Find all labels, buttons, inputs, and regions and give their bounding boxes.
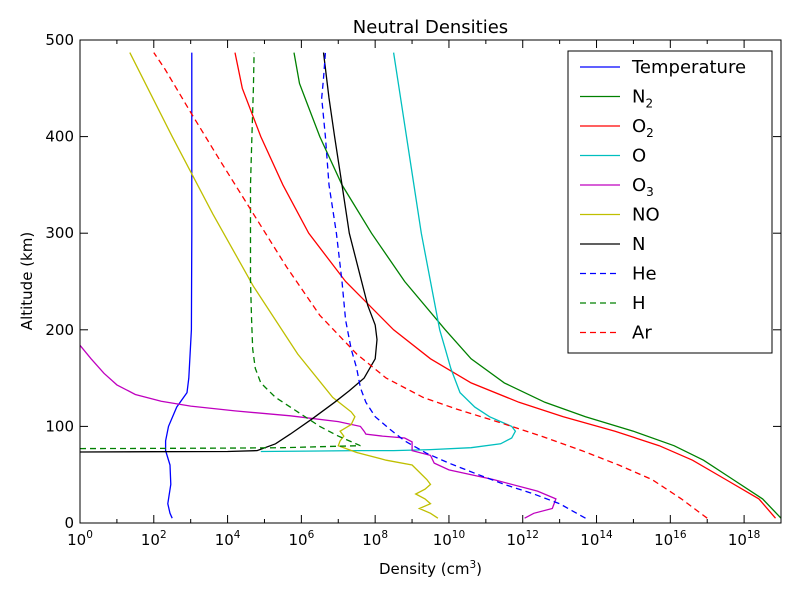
y-tick-label: 500 bbox=[45, 31, 74, 49]
x-tick-base: 10 bbox=[507, 531, 526, 549]
x-tick-label: 104 bbox=[215, 529, 241, 549]
legend-label-name: N bbox=[632, 87, 645, 108]
x-tick-base: 10 bbox=[288, 531, 307, 549]
x-tick-exponent: 18 bbox=[747, 529, 760, 541]
x-tick-label: 1018 bbox=[728, 529, 760, 549]
x-axis-label-text: Density (cm bbox=[379, 560, 470, 578]
series-line-8 bbox=[79, 52, 361, 450]
legend-label-name: N bbox=[632, 234, 645, 255]
series-line-6 bbox=[79, 52, 378, 453]
x-tick-label: 108 bbox=[362, 529, 388, 549]
x-tick-base: 10 bbox=[215, 531, 234, 549]
x-tick-base: 10 bbox=[654, 531, 673, 549]
series-line-2 bbox=[234, 52, 776, 519]
series-line-1 bbox=[293, 52, 782, 519]
series-line-0 bbox=[164, 52, 193, 519]
x-tick-exponent: 8 bbox=[381, 529, 388, 541]
legend-label-subscript: 2 bbox=[645, 97, 653, 111]
legend-label: O2 bbox=[632, 116, 654, 140]
legend-label-name: He bbox=[632, 264, 657, 285]
legend-label-subscript: 3 bbox=[646, 185, 654, 199]
legend-label-name: Temperature bbox=[631, 57, 746, 78]
y-tick-label: 200 bbox=[45, 321, 74, 339]
x-tick-exponent: 0 bbox=[86, 529, 93, 541]
x-tick-base: 10 bbox=[433, 531, 452, 549]
x-tick-exponent: 12 bbox=[526, 529, 539, 541]
legend-label: Temperature bbox=[631, 57, 746, 78]
y-tick-label: 0 bbox=[64, 514, 74, 532]
series-line-7 bbox=[321, 52, 586, 519]
legend-label-name: NO bbox=[632, 205, 660, 226]
legend-label-subscript: 2 bbox=[646, 126, 654, 140]
y-tick-label: 100 bbox=[45, 417, 74, 435]
series-layer bbox=[79, 52, 782, 519]
x-axis-label-exponent: 3 bbox=[469, 559, 476, 571]
x-tick-label: 1014 bbox=[580, 529, 613, 549]
x-tick-base: 10 bbox=[362, 531, 381, 549]
legend-label: H bbox=[632, 293, 646, 314]
legend-label: O3 bbox=[632, 175, 654, 199]
x-tick-label: 1012 bbox=[507, 529, 539, 549]
x-tick-exponent: 4 bbox=[234, 529, 241, 541]
x-tick-base: 10 bbox=[580, 531, 599, 549]
legend-label: N bbox=[632, 234, 645, 255]
x-tick-label: 1010 bbox=[433, 529, 465, 549]
legend-label: O bbox=[632, 146, 646, 167]
chart-title: Neutral Densities bbox=[353, 17, 508, 38]
legend-label: N2 bbox=[632, 87, 653, 111]
x-tick-exponent: 10 bbox=[452, 529, 465, 541]
legend-label: NO bbox=[632, 205, 660, 226]
x-tick-label: 100 bbox=[67, 529, 93, 549]
x-tick-label: 106 bbox=[288, 529, 314, 549]
legend-label-name: O bbox=[632, 175, 646, 196]
x-tick-label: 102 bbox=[141, 529, 167, 549]
ticks-layer: 100 102 104 106 108 1010 1012 1014 1016 101801002… bbox=[45, 31, 781, 549]
x-tick-base: 10 bbox=[728, 531, 747, 549]
x-tick-exponent: 16 bbox=[673, 529, 687, 541]
x-tick-base: 10 bbox=[67, 531, 86, 549]
legend-label: Ar bbox=[632, 323, 652, 344]
series-line-4 bbox=[79, 344, 557, 519]
legend-label-name: Ar bbox=[632, 323, 652, 344]
series-line-5 bbox=[129, 52, 439, 519]
x-tick-exponent: 6 bbox=[308, 529, 315, 541]
x-tick-label: 1016 bbox=[654, 529, 687, 549]
legend-label-name: H bbox=[632, 293, 646, 314]
y-axis-label: Altitude (km) bbox=[18, 232, 36, 330]
y-tick-label: 400 bbox=[45, 128, 74, 146]
y-tick-label: 300 bbox=[45, 224, 74, 242]
legend-label-name: O bbox=[632, 116, 646, 137]
x-tick-exponent: 2 bbox=[160, 529, 167, 541]
x-tick-exponent: 14 bbox=[599, 529, 613, 541]
series-line-3 bbox=[260, 52, 517, 453]
x-axis-label-suffix: ) bbox=[476, 560, 482, 578]
legend-label-name: O bbox=[632, 146, 646, 167]
legend-label: He bbox=[632, 264, 657, 285]
series-line-9 bbox=[153, 52, 708, 519]
x-tick-base: 10 bbox=[141, 531, 160, 549]
plot-frame bbox=[79, 39, 782, 524]
x-axis-label: Density (cm3) bbox=[379, 559, 482, 578]
